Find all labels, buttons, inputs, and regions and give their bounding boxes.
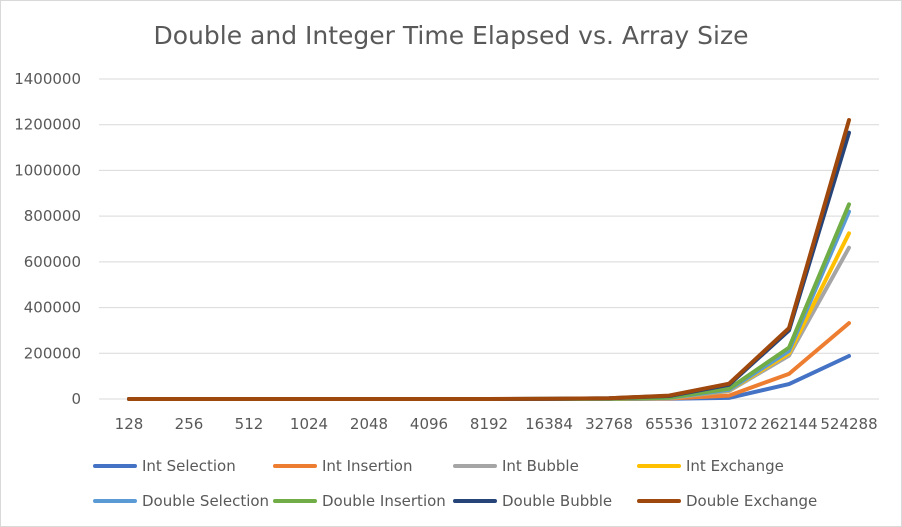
- y-tick-label: 800000: [24, 207, 81, 225]
- legend-swatch: [93, 499, 137, 503]
- legend-item: Int Exchange: [637, 456, 784, 476]
- legend-swatch: [453, 499, 497, 503]
- legend-label: Int Bubble: [502, 457, 579, 475]
- y-tick-label: 600000: [24, 253, 81, 271]
- x-tick-label: 8192: [470, 415, 508, 433]
- legend-label: Double Selection: [142, 492, 270, 510]
- y-tick-label: 1400000: [14, 70, 81, 88]
- legend-item: Int Selection: [93, 456, 236, 476]
- legend-swatch: [273, 499, 317, 503]
- x-tick-label: 128: [115, 415, 144, 433]
- x-tick-label: 1024: [290, 415, 328, 433]
- x-tick-label: 512: [235, 415, 264, 433]
- series-line-double-exchange: [127, 118, 851, 401]
- series-line-double-bubble: [127, 130, 851, 401]
- legend-swatch: [453, 464, 497, 468]
- legend-item: Double Selection: [93, 491, 269, 511]
- y-tick-label: 200000: [24, 344, 81, 362]
- x-tick-label: 16384: [525, 415, 573, 433]
- series-line-int-insertion: [127, 321, 851, 401]
- x-axis-ticks: 128 256 512 1024 2048 4096 8192 16384 32768 65536…: [115, 415, 878, 433]
- legend-swatch: [637, 499, 681, 503]
- legend-label: Double Insertion: [322, 492, 446, 510]
- legend-label: Int Exchange: [686, 457, 784, 475]
- x-tick-label: 524288: [820, 415, 877, 433]
- legend-item: Double Exchange: [637, 491, 817, 511]
- x-tick-label: 32768: [585, 415, 633, 433]
- series-lines: [127, 118, 851, 401]
- x-tick-label: 131072: [700, 415, 757, 433]
- x-tick-label: 256: [175, 415, 204, 433]
- x-tick-label: 65536: [645, 415, 693, 433]
- legend-swatch: [93, 464, 137, 468]
- x-tick-label: 2048: [350, 415, 388, 433]
- legend-label: Double Bubble: [502, 492, 613, 510]
- series-line-double-insertion: [127, 202, 851, 401]
- x-tick-label: 262144: [760, 415, 817, 433]
- legend-label: Int Insertion: [322, 457, 413, 475]
- legend-item: Int Bubble: [453, 456, 579, 476]
- legend-item: Int Insertion: [273, 456, 412, 476]
- legend-swatch: [273, 464, 317, 468]
- y-tick-label: 1200000: [14, 116, 81, 134]
- legend-item: Double Insertion: [273, 491, 446, 511]
- y-axis-ticks: 0 200000 400000 600000 800000 1000000 1200000 1…: [14, 70, 81, 408]
- y-tick-label: 1000000: [14, 161, 81, 179]
- legend-label: Double Exchange: [686, 492, 818, 510]
- x-tick-label: 4096: [410, 415, 448, 433]
- legend-label: Int Selection: [142, 457, 236, 475]
- legend-swatch: [637, 464, 681, 468]
- chart-title: Double and Integer Time Elapsed vs. Arra…: [153, 21, 749, 50]
- y-tick-label: 0: [71, 390, 81, 408]
- y-tick-label: 400000: [24, 299, 81, 317]
- legend-item: Double Bubble: [453, 491, 612, 511]
